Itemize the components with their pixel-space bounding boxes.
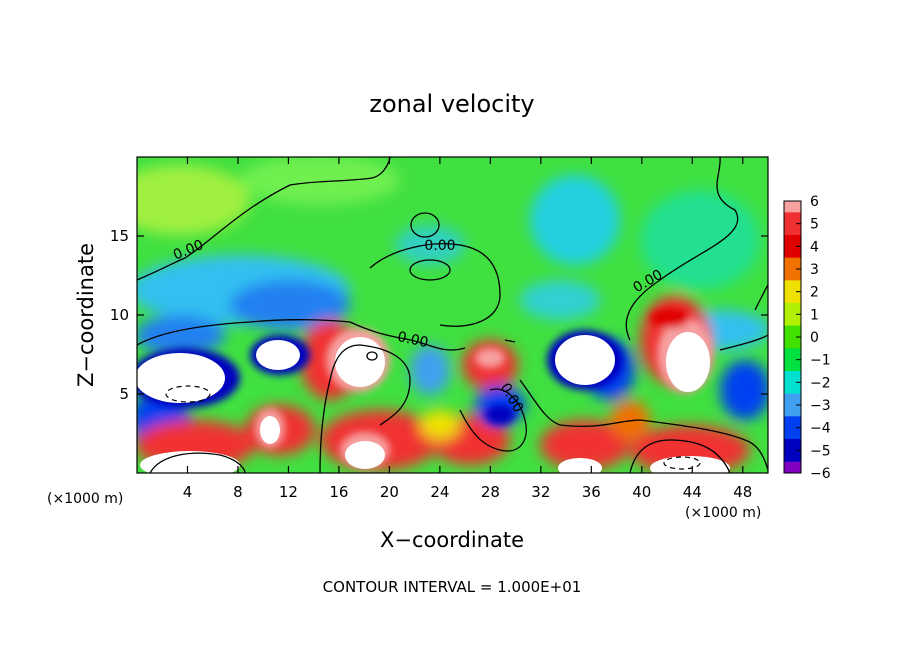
colorbar-swatch [784, 257, 801, 270]
x-tick-label: 36 [582, 483, 601, 501]
colorbar-swatch [784, 291, 801, 304]
colorbar-swatch [784, 223, 801, 236]
colorbar-swatch [784, 280, 801, 293]
colorbar-swatch [784, 325, 801, 338]
colorbar-tick-label: 2 [810, 285, 819, 301]
colorbar-swatch [784, 439, 801, 451]
x-tick-label: 28 [481, 483, 500, 501]
contour-interval-footer: CONTOUR INTERVAL = 1.000E+01 [323, 578, 582, 596]
y-tick-label: 5 [119, 385, 129, 403]
colorbar-tick-label: 5 [810, 217, 819, 233]
colorbar-swatch [784, 269, 801, 281]
colorbar-swatch [784, 371, 801, 383]
colorbar-tick-label: 6 [810, 194, 819, 210]
colorbar-tick-label: 4 [810, 239, 819, 255]
contour-label: 0.00 [396, 329, 430, 351]
contour-label: 0.00 [424, 238, 455, 254]
x-tick-label: 8 [233, 483, 243, 501]
contour-labels: 0.00 0.00 0.00 0.00 0.00 [171, 237, 665, 415]
colorbar-tick-label: −6 [810, 466, 831, 482]
colorbar-tick-label: 3 [810, 262, 819, 278]
colorbar-swatch [784, 359, 801, 372]
colorbar-tick-label: 1 [810, 307, 819, 323]
x-unit-label-right: (×1000 m) [685, 505, 761, 521]
x-tick-label: 40 [632, 483, 651, 501]
x-unit-label-left: (×1000 m) [47, 491, 123, 507]
x-tick-label: 24 [430, 483, 449, 501]
colorbar-swatch [784, 393, 801, 406]
colorbar: 6 5 4 3 2 1 0 −1 −2 −3 −4 −5 −6 [783, 194, 831, 482]
colorbar-swatch [784, 303, 801, 315]
colorbar-swatch [784, 348, 801, 361]
x-tick-label: 48 [733, 483, 752, 501]
colorbar-tick-label: −3 [810, 398, 831, 414]
colorbar-swatch [784, 416, 801, 429]
x-tick-label: 44 [683, 483, 702, 501]
colorbar-swatch [784, 235, 801, 247]
y-tick-label: 10 [110, 306, 129, 324]
colorbar-swatch [784, 212, 801, 225]
colorbar-swatch [784, 246, 801, 259]
colorbar-swatch [784, 450, 801, 463]
x-tick-label: 4 [183, 483, 193, 501]
x-tick-label: 12 [279, 483, 298, 501]
chart-title: zonal velocity [369, 90, 534, 118]
heatmap-field [137, 157, 768, 473]
colorbar-swatch [784, 314, 801, 327]
x-tick-label: 32 [531, 483, 550, 501]
y-tick-label: 15 [110, 227, 129, 245]
colorbar-tick-label: −2 [810, 375, 831, 391]
colorbar-tick-label: −4 [810, 421, 831, 437]
colorbar-swatch [784, 461, 801, 474]
colorbar-swatch [784, 201, 801, 213]
colorbar-swatch [784, 382, 801, 395]
colorbar-swatch [784, 337, 801, 349]
x-axis-title: X−coordinate [380, 528, 524, 552]
colorbar-tick-label: 0 [810, 330, 819, 346]
y-axis: 5 10 15 [110, 227, 768, 403]
x-tick-label: 16 [329, 483, 348, 501]
colorbar-tick-label: −1 [810, 353, 831, 369]
x-axis: 4 8 12 16 20 24 28 32 36 40 44 48 [183, 157, 752, 501]
colorbar-swatch [784, 405, 801, 417]
y-axis-title: Z−coordinate [74, 243, 98, 387]
colorbar-tick-label: −5 [810, 443, 831, 459]
colorbar-swatch [784, 427, 801, 440]
x-tick-label: 20 [380, 483, 399, 501]
